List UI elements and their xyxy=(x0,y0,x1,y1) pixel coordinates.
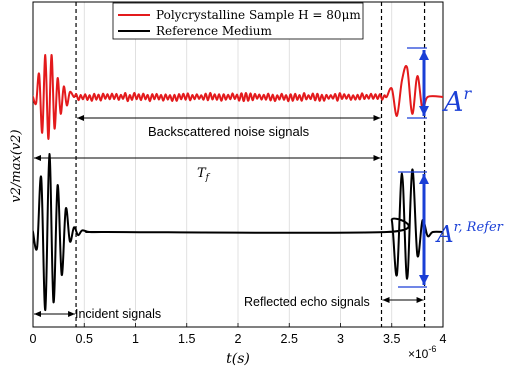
annotation-incident: Incident signals xyxy=(75,307,161,321)
legend: Polycrystalline Sample H = 80μm Referenc… xyxy=(112,2,364,40)
time-window-arrows xyxy=(34,115,424,317)
amplitude-arrows xyxy=(398,47,429,288)
x-tick-label: 2.5 xyxy=(281,332,298,346)
legend-box xyxy=(112,2,364,40)
x-axis-ticks: 0 0.5 1 1.5 2 2.5 3 3.5 4 xyxy=(30,323,447,346)
annotation-tf: Tf xyxy=(197,166,211,183)
x-tick-label: 1.5 xyxy=(178,332,195,346)
series-line-reference xyxy=(33,152,443,312)
annotation-reflected: Reflected echo signals xyxy=(244,295,370,309)
x-axis-label: t(s) xyxy=(226,351,250,367)
x-tick-label: 2 xyxy=(235,332,242,346)
x-axis-multiplier: ×10-6 xyxy=(408,344,436,361)
legend-label-polycrystalline: Polycrystalline Sample H = 80μm xyxy=(156,8,361,22)
x-tick-label: 0 xyxy=(30,332,37,346)
series-line-polycrystalline xyxy=(33,53,443,140)
legend-label-reference: Reference Medium xyxy=(156,24,273,38)
amplitude-label-r: Ar xyxy=(441,84,473,118)
x-tick-label: 3.5 xyxy=(383,332,400,346)
x-tick-label: 3 xyxy=(337,332,344,346)
x-tick-label: 1 xyxy=(132,332,139,346)
vertical-grid xyxy=(83,2,393,327)
x-tick-label: 4 xyxy=(440,332,447,346)
y-axis-label: v2/max(v2) xyxy=(9,129,24,202)
x-tick-label: 0.5 xyxy=(76,332,93,346)
window-markers xyxy=(75,2,426,327)
amplitude-label-ref: Ar, Refer xyxy=(435,220,504,248)
annotation-backscattered: Backscattered noise signals xyxy=(148,124,310,139)
